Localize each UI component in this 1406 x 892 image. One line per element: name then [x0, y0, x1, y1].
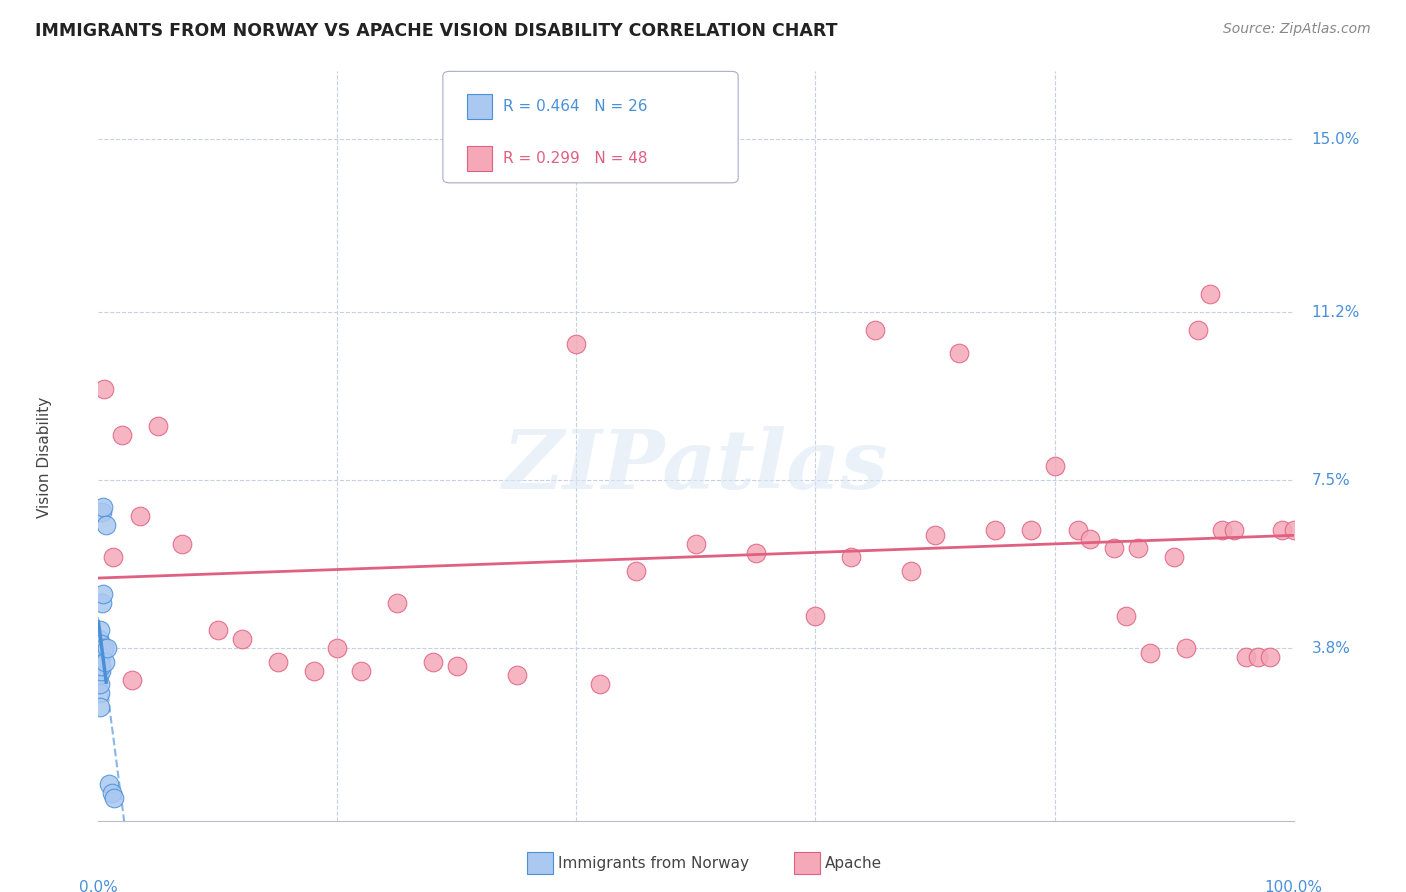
- Point: [385, 596, 409, 610]
- Text: Apache: Apache: [825, 856, 883, 871]
- Point: [1282, 523, 1305, 537]
- Point: [948, 346, 970, 360]
- Point: [90, 636, 112, 650]
- Point: [94, 518, 117, 533]
- Text: R = 0.464   N = 26: R = 0.464 N = 26: [503, 99, 648, 113]
- Point: [1128, 541, 1150, 556]
- Point: [1043, 459, 1066, 474]
- Point: [1247, 650, 1270, 665]
- Point: [302, 664, 325, 678]
- Point: [90, 664, 112, 678]
- Point: [93, 641, 115, 656]
- Text: 11.2%: 11.2%: [1312, 304, 1360, 319]
- Point: [804, 609, 827, 624]
- Text: 3.8%: 3.8%: [1312, 640, 1350, 656]
- Point: [89, 686, 111, 700]
- Point: [1258, 650, 1281, 665]
- Point: [172, 536, 194, 550]
- Point: [101, 550, 124, 565]
- Point: [1163, 550, 1185, 565]
- Point: [231, 632, 253, 646]
- Point: [1187, 323, 1209, 337]
- Point: [91, 500, 114, 515]
- Point: [91, 505, 114, 519]
- Point: [91, 596, 114, 610]
- Text: Vision Disability: Vision Disability: [37, 397, 52, 518]
- Point: [1271, 523, 1294, 537]
- Point: [100, 786, 122, 800]
- Point: [626, 564, 648, 578]
- Point: [1175, 641, 1198, 656]
- Point: [589, 677, 612, 691]
- Point: [93, 382, 115, 396]
- Point: [1139, 646, 1161, 660]
- Point: [565, 336, 588, 351]
- Text: ZIPatlas: ZIPatlas: [503, 426, 889, 507]
- Point: [89, 646, 111, 660]
- Point: [841, 550, 863, 565]
- Point: [1104, 541, 1126, 556]
- Point: [87, 655, 110, 669]
- Text: IMMIGRANTS FROM NORWAY VS APACHE VISION DISABILITY CORRELATION CHART: IMMIGRANTS FROM NORWAY VS APACHE VISION …: [35, 22, 838, 40]
- Point: [1067, 523, 1090, 537]
- Point: [129, 509, 152, 524]
- Text: 7.5%: 7.5%: [1312, 473, 1350, 488]
- Point: [267, 655, 290, 669]
- Point: [745, 546, 768, 560]
- Point: [89, 650, 111, 665]
- Point: [1199, 286, 1222, 301]
- Text: R = 0.299   N = 48: R = 0.299 N = 48: [503, 152, 648, 166]
- Point: [89, 641, 111, 656]
- Point: [924, 527, 946, 541]
- Point: [89, 700, 111, 714]
- Point: [207, 623, 229, 637]
- Point: [326, 641, 349, 656]
- Point: [96, 641, 118, 656]
- Point: [1234, 650, 1257, 665]
- Point: [900, 564, 922, 578]
- Point: [94, 655, 117, 669]
- Text: 0.0%: 0.0%: [79, 880, 118, 892]
- Point: [422, 655, 444, 669]
- Point: [121, 673, 143, 687]
- Point: [1080, 532, 1102, 546]
- Point: [1211, 523, 1233, 537]
- Point: [685, 536, 707, 550]
- Point: [865, 323, 887, 337]
- Point: [98, 777, 121, 791]
- Point: [87, 636, 110, 650]
- Point: [984, 523, 1007, 537]
- Point: [1223, 523, 1246, 537]
- Text: 100.0%: 100.0%: [1264, 880, 1323, 892]
- Point: [1115, 609, 1137, 624]
- Point: [89, 668, 111, 682]
- Point: [103, 791, 125, 805]
- Point: [89, 677, 111, 691]
- Point: [506, 668, 529, 682]
- Point: [446, 659, 468, 673]
- Text: Source: ZipAtlas.com: Source: ZipAtlas.com: [1223, 22, 1371, 37]
- Point: [90, 650, 112, 665]
- Point: [350, 664, 373, 678]
- Point: [148, 418, 170, 433]
- Point: [111, 427, 134, 442]
- Text: Immigrants from Norway: Immigrants from Norway: [558, 856, 749, 871]
- Point: [89, 632, 111, 646]
- Point: [90, 659, 112, 673]
- Point: [91, 586, 114, 600]
- Point: [1019, 523, 1042, 537]
- Text: 15.0%: 15.0%: [1312, 132, 1360, 147]
- Point: [89, 623, 111, 637]
